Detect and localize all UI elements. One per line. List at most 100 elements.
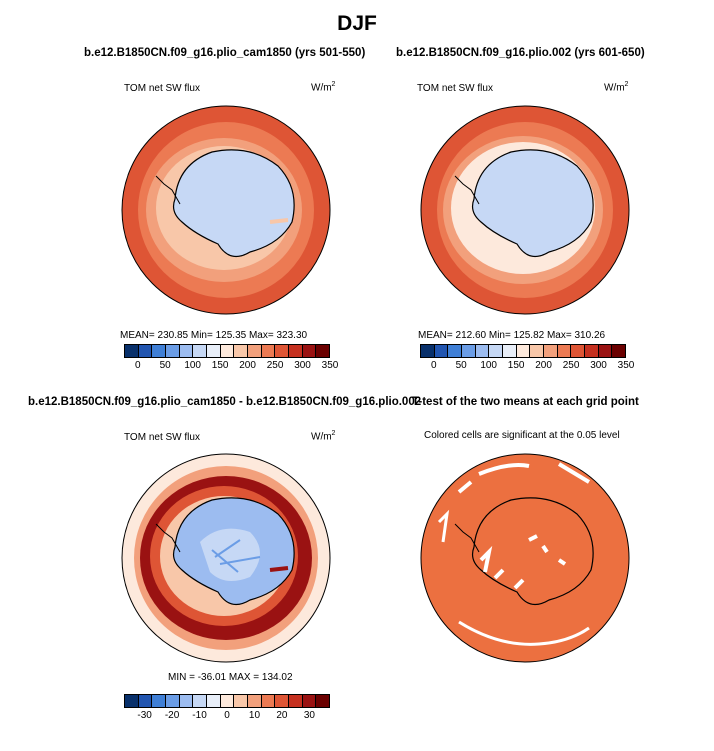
colorbar-tick-label: 350 xyxy=(617,360,635,371)
polar-map-top-right xyxy=(420,105,630,315)
colorbar-swatch xyxy=(207,695,221,707)
insignificant-cells-south xyxy=(458,620,590,646)
colorbar-swatch xyxy=(125,345,139,357)
colorbar-tick-label: 200 xyxy=(535,360,552,371)
colorbar-swatch xyxy=(434,345,449,357)
interior-anomaly xyxy=(200,528,260,581)
colorbar-swatch xyxy=(448,345,463,357)
colorbar-ticks-top-left: 0 50 100 150 200 250 300 350 xyxy=(124,360,338,372)
variable-label-top-right: TOM net SW flux xyxy=(417,83,493,94)
panel-header-bottom-right: T-test of the two means at each grid poi… xyxy=(412,396,639,408)
units-label-top-left: W/m2 xyxy=(311,81,336,94)
stats-bottom-left: MIN = -36.01 MAX = 134.02 xyxy=(168,672,293,683)
colorbar-swatch xyxy=(289,345,303,357)
antarctic-peninsula xyxy=(454,523,480,553)
colorbar-swatch xyxy=(179,345,194,357)
colorbar-tick-label: -20 xyxy=(164,710,180,721)
insignificant-cells-interior xyxy=(479,534,567,590)
colorbar-bottom-left xyxy=(124,694,330,708)
colorbar-tick-label: 0 xyxy=(134,360,141,371)
significance-note: Colored cells are significant at the 0.0… xyxy=(424,430,620,441)
colorbar-tick-label: -30 xyxy=(137,710,152,721)
colorbar-swatch xyxy=(489,345,504,357)
units-label-top-right: W/m2 xyxy=(604,81,629,94)
insignificant-cells-west xyxy=(437,509,450,543)
units-label-bottom-left: W/m2 xyxy=(311,430,336,443)
colorbar-tick-label: 20 xyxy=(276,710,288,721)
colorbar-swatch xyxy=(248,345,262,357)
colorbar-tick-label: 30 xyxy=(303,710,315,721)
colorbar-swatch xyxy=(261,345,276,357)
colorbar-swatch xyxy=(261,695,276,707)
colorbar-tick-label: 250 xyxy=(562,360,580,371)
colorbar-tick-label: 100 xyxy=(480,360,497,371)
colorbar-ticks-bottom-left: -30 -20 -10 0 10 20 30 xyxy=(124,710,330,722)
colorbar-swatch xyxy=(138,695,153,707)
antarctic-peninsula xyxy=(155,523,181,553)
colorbar-swatch xyxy=(544,345,558,357)
colorbar-swatch xyxy=(462,345,476,357)
colorbar-swatch xyxy=(125,695,139,707)
colorbar-top-left xyxy=(124,344,330,358)
colorbar-tick-label: 0 xyxy=(224,710,230,721)
colorbar-swatch xyxy=(316,695,330,707)
colorbar-tick-label: 300 xyxy=(294,360,311,371)
colorbar-swatch xyxy=(220,345,235,357)
colorbar-swatch xyxy=(585,345,599,357)
colorbar-swatch xyxy=(275,345,290,357)
map-border xyxy=(420,453,630,663)
colorbar-tick-label: 150 xyxy=(507,360,525,371)
colorbar-swatch xyxy=(166,695,180,707)
colorbar-swatch xyxy=(503,345,517,357)
colorbar-swatch xyxy=(248,695,262,707)
antarctic-peninsula xyxy=(155,175,181,205)
colorbar-swatch xyxy=(193,695,208,707)
stats-top-right: MEAN= 212.60 Min= 125.82 Max= 310.26 xyxy=(418,330,606,341)
map-border xyxy=(121,453,331,663)
colorbar-tick-label: 200 xyxy=(239,360,256,371)
colorbar-swatch xyxy=(289,695,303,707)
colorbar-swatch xyxy=(207,345,221,357)
colorbar-tick-label: 50 xyxy=(455,360,467,371)
panel-header-bottom-left: b.e12.B1850CN.f09_g16.plio_cam1850 - b.e… xyxy=(28,396,422,408)
variable-label-top-left: TOM net SW flux xyxy=(124,83,200,94)
variable-label-bottom-left: TOM net SW flux xyxy=(124,432,200,443)
colorbar-swatch xyxy=(166,345,180,357)
polar-map-bottom-right xyxy=(420,453,630,663)
colorbar-swatch xyxy=(516,345,531,357)
colorbar-swatch xyxy=(475,345,490,357)
colorbar-tick-label: 150 xyxy=(211,360,229,371)
map-border xyxy=(121,105,331,315)
ice-shelf-anomaly xyxy=(269,218,289,224)
colorbar-swatch xyxy=(220,695,235,707)
antarctica-landmass xyxy=(172,149,295,258)
polar-map-bottom-left xyxy=(121,453,331,663)
colorbar-tick-label: 350 xyxy=(321,360,339,371)
colorbar-swatch xyxy=(234,695,249,707)
colorbar-tick-label: 50 xyxy=(159,360,171,371)
antarctic-peninsula xyxy=(454,175,480,205)
colorbar-swatch xyxy=(530,345,545,357)
colorbar-swatch xyxy=(557,345,572,357)
colorbar-swatch xyxy=(275,695,290,707)
panel-header-top-left: b.e12.B1850CN.f09_g16.plio_cam1850 (yrs … xyxy=(84,47,366,59)
colorbar-tick-label: -10 xyxy=(192,710,207,721)
colorbar-tick-label: 0 xyxy=(430,360,437,371)
colorbar-swatch xyxy=(316,345,330,357)
colorbar-swatch xyxy=(179,695,194,707)
colorbar-swatch xyxy=(138,345,153,357)
colorbar-swatch xyxy=(612,345,626,357)
colorbar-swatch xyxy=(193,345,208,357)
colorbar-tick-label: 10 xyxy=(248,710,261,721)
colorbar-swatch xyxy=(302,345,317,357)
antarctica-landmass xyxy=(471,149,594,258)
panel-header-top-right: b.e12.B1850CN.f09_g16.plio.002 (yrs 601-… xyxy=(396,47,645,59)
antarctica-landmass xyxy=(471,497,594,606)
colorbar-swatch xyxy=(421,345,435,357)
colorbar-tick-label: 300 xyxy=(590,360,607,371)
colorbar-ticks-top-right: 0 50 100 150 200 250 300 350 xyxy=(420,360,634,372)
colorbar-top-right xyxy=(420,344,626,358)
interior-streaks xyxy=(211,539,261,573)
map-border xyxy=(420,105,630,315)
colorbar-swatch xyxy=(598,345,613,357)
